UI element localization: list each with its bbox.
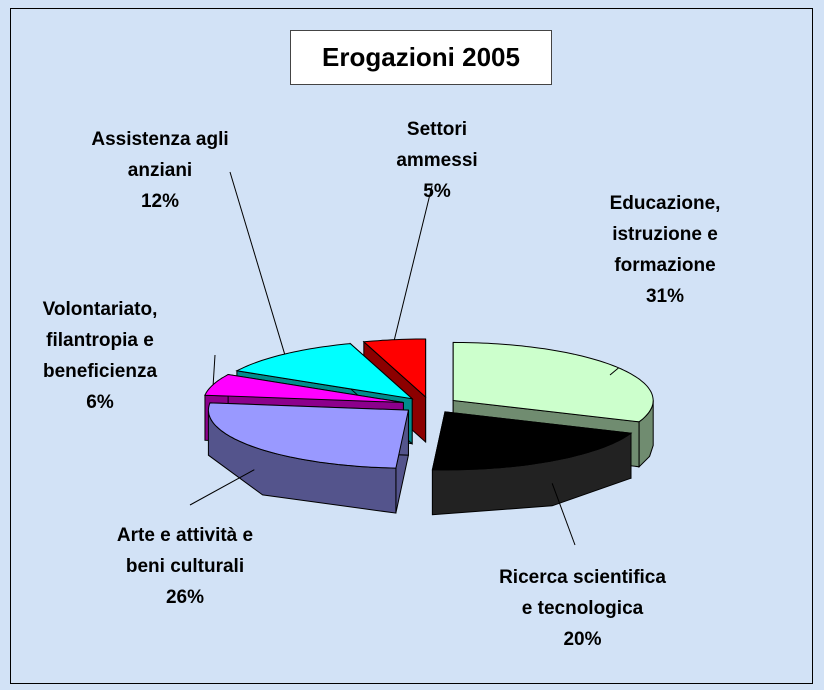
category-name: Ricerca scientifica e tecnologica <box>499 567 666 619</box>
slice-top <box>204 373 404 403</box>
slice-label: Educazione, istruzione e formazione 31% <box>575 188 755 312</box>
value-label: 12% <box>140 191 180 212</box>
slice-label: Volontariato, filantropia e beneficienza… <box>0 294 200 418</box>
slice <box>207 402 410 514</box>
value-label: 6% <box>86 392 114 413</box>
value-label: 5% <box>423 181 451 202</box>
slice-label: Settori ammessi 5% <box>387 114 487 207</box>
frame <box>10 8 813 684</box>
value-label: 26% <box>165 587 205 608</box>
value-label: 20% <box>563 629 602 650</box>
slice-label: Assistenza agli anziani 12% <box>75 124 245 217</box>
slice-top <box>452 341 654 423</box>
leader-line <box>551 483 576 546</box>
slice-top <box>207 402 410 469</box>
slice <box>431 411 633 516</box>
leader-line <box>229 171 286 355</box>
slice-top <box>362 338 427 399</box>
category-name: Educazione, istruzione e formazione <box>609 193 721 276</box>
slice-top <box>431 411 633 471</box>
leader-line <box>212 354 216 385</box>
slice-label: Arte e attività e beni culturali 26% <box>95 520 275 613</box>
slice-top <box>235 343 414 400</box>
category-name: Volontariato, filantropia e beneficienza <box>42 299 158 382</box>
chart-title: Erogazioni 2005 <box>290 30 552 85</box>
category-name: Arte e attività e beni culturali <box>116 525 254 577</box>
leader-line <box>609 367 619 376</box>
category-name: Assistenza agli anziani <box>91 129 229 181</box>
leader-line <box>189 469 255 506</box>
slice-label: Ricerca scientifica e tecnologica 20% <box>495 562 670 655</box>
value-label: 31% <box>645 286 685 307</box>
leader-line <box>393 185 433 340</box>
category-name: Settori ammessi <box>396 119 478 171</box>
